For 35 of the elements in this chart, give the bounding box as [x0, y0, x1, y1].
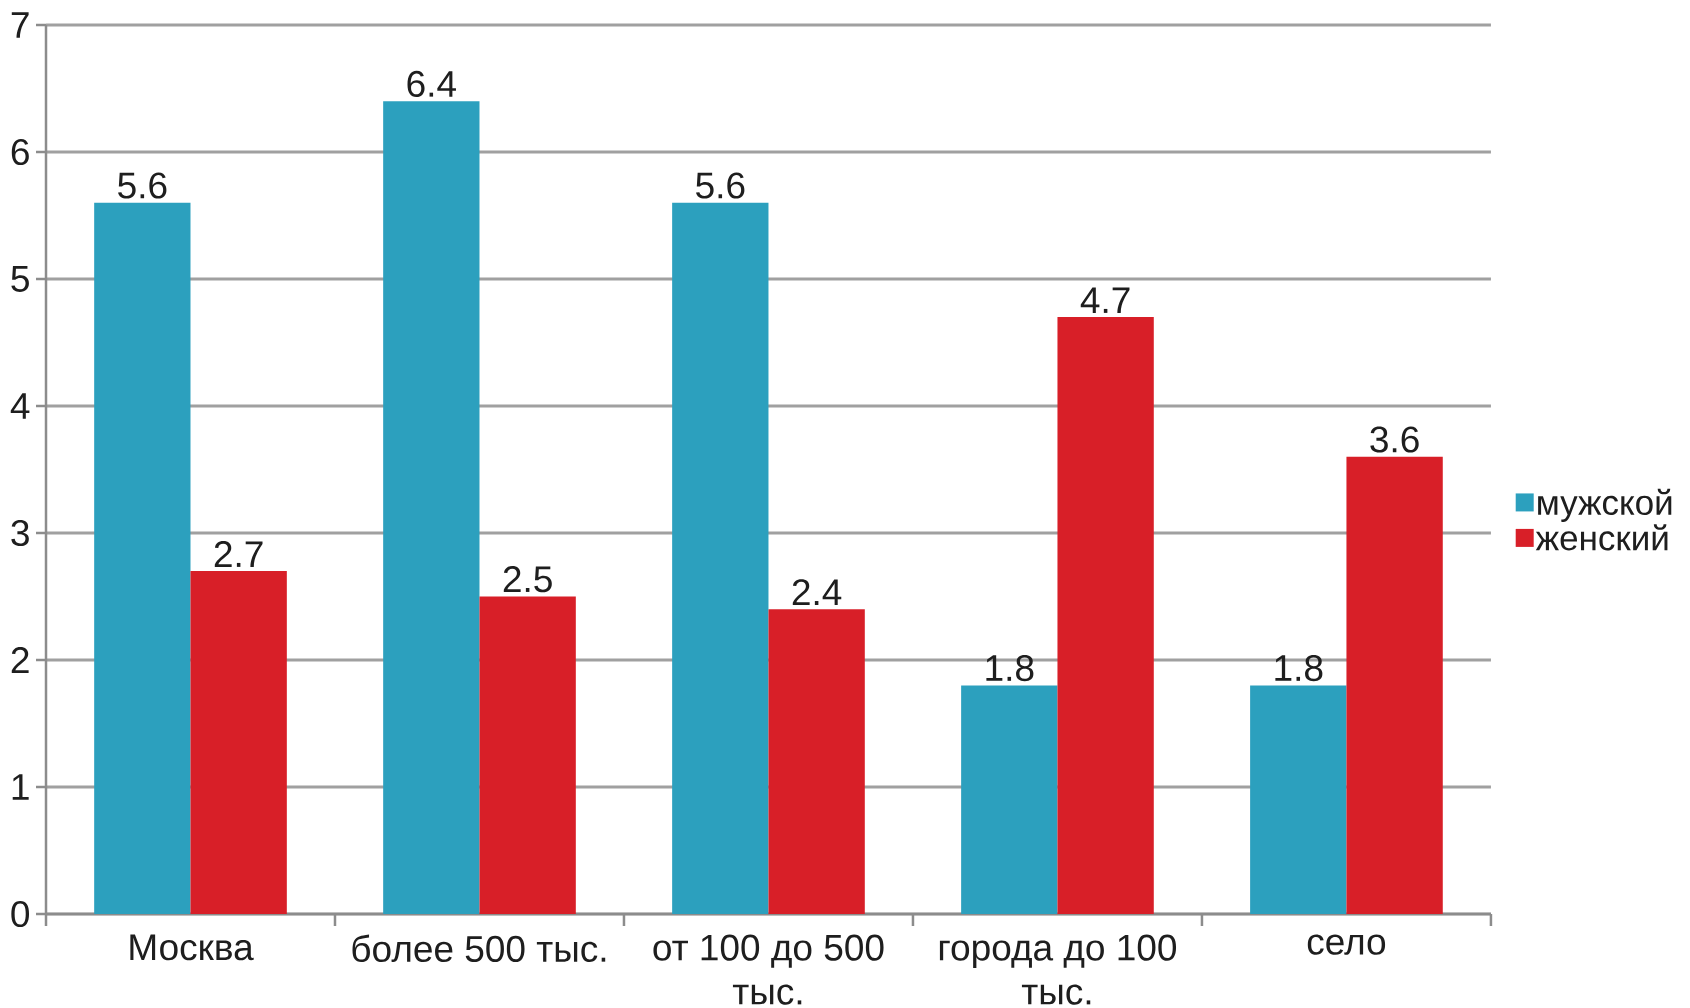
y-tick-label: 3 — [11, 519, 29, 547]
data-label: 2.5 — [503, 566, 552, 593]
bar — [190, 571, 287, 914]
y-tick-label: 5 — [11, 266, 29, 292]
x-tick-label: более 500 тыс. — [352, 934, 606, 963]
y-tick-label: 1 — [12, 774, 29, 800]
data-label: 1.8 — [1275, 655, 1323, 682]
legend-label: мужской — [1538, 488, 1672, 522]
bar — [479, 596, 576, 914]
bar — [1250, 685, 1347, 914]
y-tick-label: 7 — [11, 12, 29, 38]
data-label: 3.6 — [1370, 426, 1419, 453]
x-tick-label: село — [1307, 934, 1386, 955]
legend-label: женский — [1535, 524, 1668, 551]
bar — [94, 202, 191, 914]
bar — [383, 101, 480, 914]
data-label: 5.6 — [118, 172, 167, 199]
y-tick-label: 2 — [11, 647, 29, 673]
bar — [672, 202, 769, 914]
data-label: 6.4 — [407, 70, 456, 97]
data-label: 2.4 — [792, 579, 842, 605]
bar — [961, 685, 1058, 914]
y-tick-label: 4 — [10, 393, 30, 419]
x-tick-label: Москва — [130, 934, 254, 961]
x-tick-label: города до 100 тыс. — [939, 934, 1177, 1005]
data-label: 5.6 — [696, 172, 745, 199]
bar — [1346, 456, 1443, 914]
y-tick-label: 0 — [11, 900, 30, 928]
bar — [768, 609, 865, 914]
data-label: 4.7 — [1080, 287, 1130, 313]
x-tick-label: от 100 до 500 тыс. — [653, 934, 884, 1005]
bar — [1057, 317, 1154, 914]
data-label: 1.8 — [986, 655, 1034, 682]
data-label: 2.7 — [214, 541, 263, 567]
y-tick-label: 6 — [11, 138, 29, 166]
